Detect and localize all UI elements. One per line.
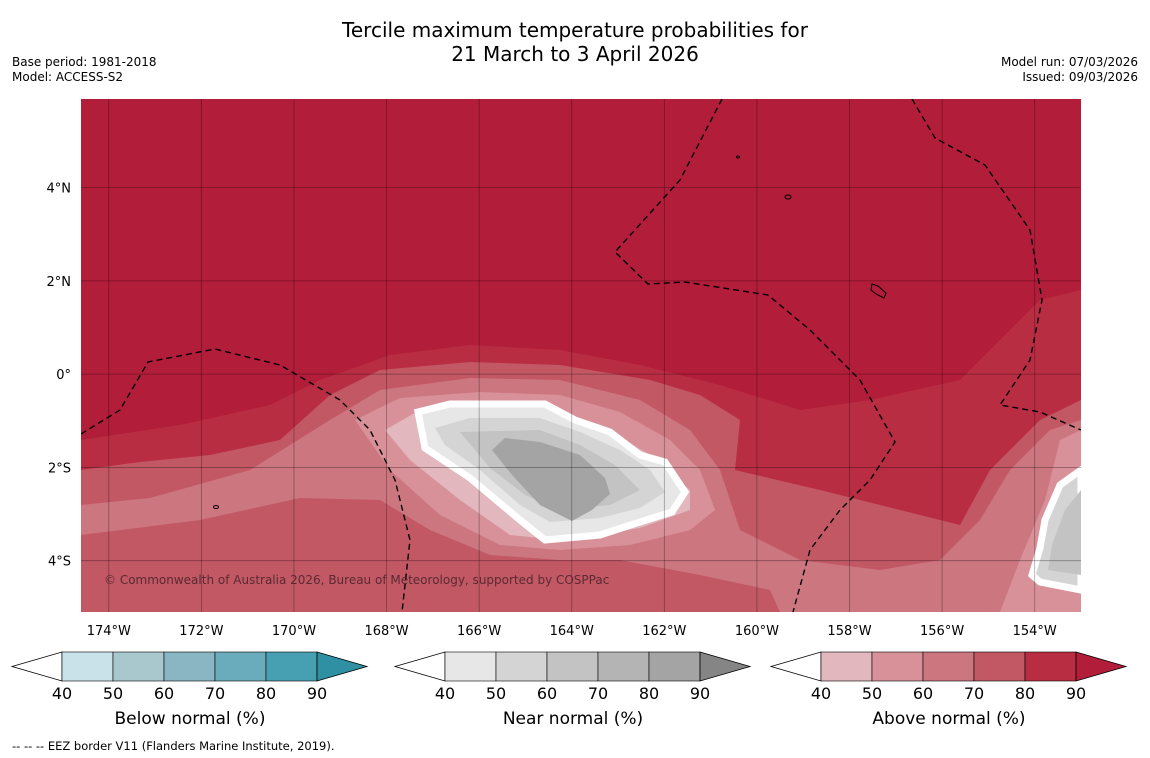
lon-tick-label: 162°W [642,624,686,639]
colorbar-tick-label: 90 [690,684,710,703]
island-1 [784,194,792,200]
eez-border-west [81,348,411,612]
lon-tick-label: 160°W [735,624,779,639]
colorbar-max-triangle [699,651,752,682]
colorbar-segment [546,651,599,682]
eez-borders [81,99,1081,612]
colorbar-tick-label: 60 [913,684,933,703]
title-line-1: Tercile maximum temperature probabilitie… [342,18,808,42]
island-3 [213,505,219,509]
colorbar-min-triangle [10,651,63,682]
colorbar-segment [922,651,975,682]
colorbar-segment [973,651,1026,682]
near-normal-70-band [492,438,610,521]
colorbar-min-triangle [769,651,822,682]
colorbar-segment [495,651,548,682]
island-2 [870,283,887,299]
islands [213,155,887,509]
lat-tick-label: 2°S [48,461,71,476]
colorbar-tick-label: 90 [1066,684,1086,703]
colorbar-segment [871,651,924,682]
lon-tick-label: 174°W [87,624,131,639]
latitude-labels: 4°N 2°N 0° 2°S 4°S [47,182,72,570]
colorbar-1: 40 50 60 70 80 90 [10,651,369,703]
near-normal-region-east-inner [1048,490,1081,575]
title-line-2: 21 March to 3 April 2026 [451,42,699,66]
colorbar-segment [61,651,114,682]
colorbar-3: 40 50 60 70 80 90 [769,651,1128,703]
colorbar-min-triangle [393,651,446,682]
colorbar-segment [648,651,701,682]
colorbar-tick-label: 70 [588,684,608,703]
colorbar-tick-label: 70 [964,684,984,703]
colorbar-tick-label: 60 [537,684,557,703]
colorbar-tick-label: 50 [486,684,506,703]
colorbar-tick-label: 80 [1015,684,1035,703]
lon-tick-label: 158°W [827,624,871,639]
colorbar-tick-label: 80 [256,684,276,703]
model-run: Model run: 07/03/2026 [1000,55,1138,69]
lat-tick-label: 4°S [48,555,71,570]
lon-tick-label: 172°W [179,624,223,639]
colorbar-max-triangle [316,651,369,682]
graticule [81,99,1081,612]
colorbar-segment [820,651,873,682]
meta-left: Base period: 1981-2018 Model: ACCESS-S2 [12,55,157,85]
lon-tick-label: 170°W [272,624,316,639]
colorbar-tick-label: 60 [154,684,174,703]
colorbar-segment [444,651,497,682]
colorbar-tick-label: 40 [435,684,455,703]
colorbar-tick-label: 40 [811,684,831,703]
lon-tick-label: 168°W [364,624,408,639]
colorbar-segment [265,651,318,682]
colorbar-2: 40 50 60 70 80 90 [393,651,752,703]
eez-footnote: -- -- -- EEZ border V11 (Flanders Marine… [12,739,335,753]
lon-tick-label: 166°W [457,624,501,639]
lon-tick-label: 156°W [920,624,964,639]
base-period: Base period: 1981-2018 [12,55,157,69]
lat-tick-label: 4°N [47,182,72,197]
colorbar-tick-label: 90 [307,684,327,703]
island-4 [736,155,740,159]
below-normal-label: Below normal (%) [114,709,266,729]
colorbar-tick-label: 40 [52,684,72,703]
model-name: Model: ACCESS-S2 [12,70,124,84]
colorbar-tick-label: 80 [639,684,659,703]
eez-border-east [911,99,1081,431]
lon-tick-label: 154°W [1013,624,1057,639]
colorbar-segment [597,651,650,682]
map-field [81,99,1081,612]
colorbar-segment [1024,651,1077,682]
colorbars: 40 50 60 70 80 90 40 50 60 70 80 90 40 50 60 70 80 90 [10,651,1128,703]
meta-right: Model run: 07/03/2026 Issued: 09/03/2026 [1001,55,1138,85]
near-normal-label: Near normal (%) [502,709,644,729]
colorbar-segment [163,651,216,682]
colorbar-tick-label: 70 [205,684,225,703]
chart-title: Tercile maximum temperature probabilitie… [0,18,1150,66]
colorbar-max-triangle [1075,651,1128,682]
lat-tick-label: 2°N [47,275,72,290]
longitude-labels: 174°W 172°W 170°W 168°W 166°W 164°W 162°W 160°W… [87,624,1057,639]
lat-tick-label: 0° [56,368,71,383]
colorbar-segment [214,651,267,682]
copyright-text: © Commonwealth of Australia 2026, Bureau… [104,573,609,587]
issued-date: Issued: 09/03/2026 [1022,70,1138,84]
colorbar-tick-label: 50 [103,684,123,703]
colorbar-segment [112,651,165,682]
lon-tick-label: 164°W [550,624,594,639]
above-normal-label: Above normal (%) [872,709,1026,729]
colorbar-tick-label: 50 [862,684,882,703]
